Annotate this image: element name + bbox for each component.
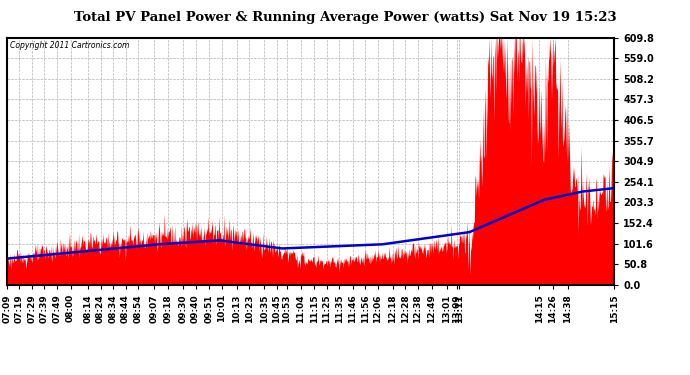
Text: Copyright 2011 Cartronics.com: Copyright 2011 Cartronics.com [10, 41, 129, 50]
Text: Total PV Panel Power & Running Average Power (watts) Sat Nov 19 15:23: Total PV Panel Power & Running Average P… [74, 11, 616, 24]
